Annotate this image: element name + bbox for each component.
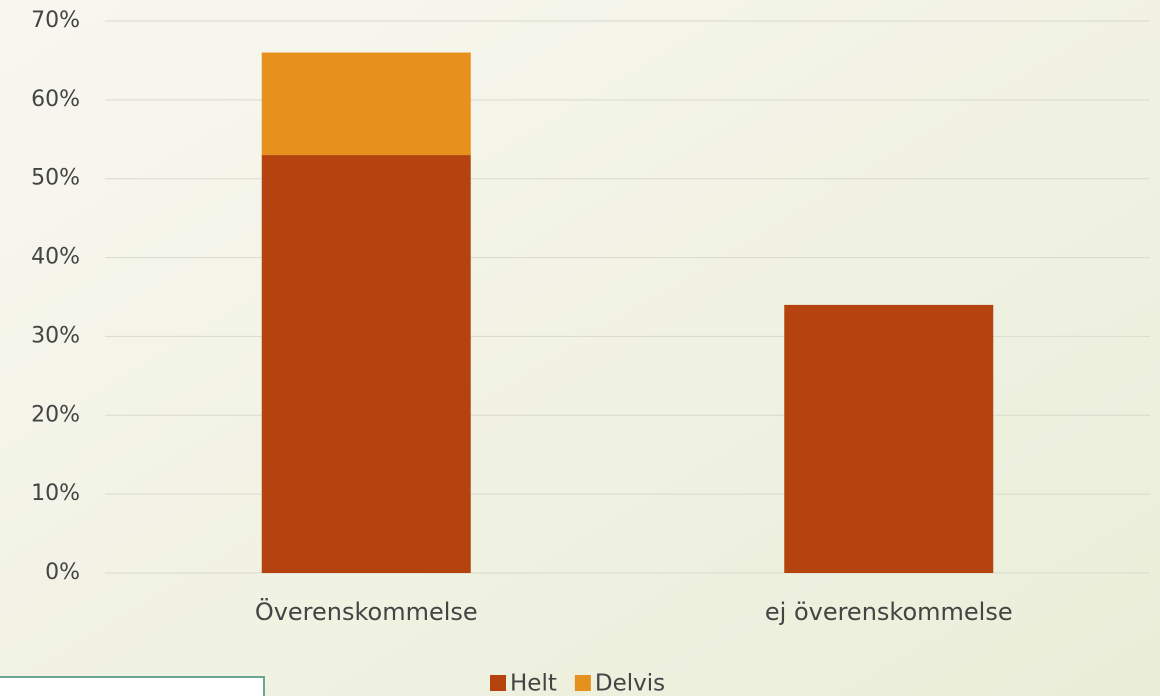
y-tick-label: 40% (31, 245, 80, 270)
y-tick-label: 30% (31, 323, 80, 348)
x-tick-label: ej överenskommelse (765, 598, 1013, 626)
legend-label: Delvis (595, 671, 665, 696)
bar-segment (784, 304, 994, 573)
y-tick-label: 20% (31, 402, 80, 427)
legend-swatch (490, 675, 506, 691)
y-tick-label: 50% (31, 166, 80, 191)
y-tick-label: 60% (31, 87, 80, 112)
y-tick-label: 10% (31, 481, 80, 506)
legend-label: Helt (510, 671, 557, 696)
frame-box (0, 676, 265, 696)
bar-segment (261, 52, 471, 156)
x-tick-label: Överenskommelse (255, 597, 478, 626)
bar-segment (261, 155, 471, 574)
legend-swatch (574, 675, 591, 691)
y-tick-label: 0% (45, 560, 80, 585)
y-tick-label: 70% (31, 8, 80, 33)
